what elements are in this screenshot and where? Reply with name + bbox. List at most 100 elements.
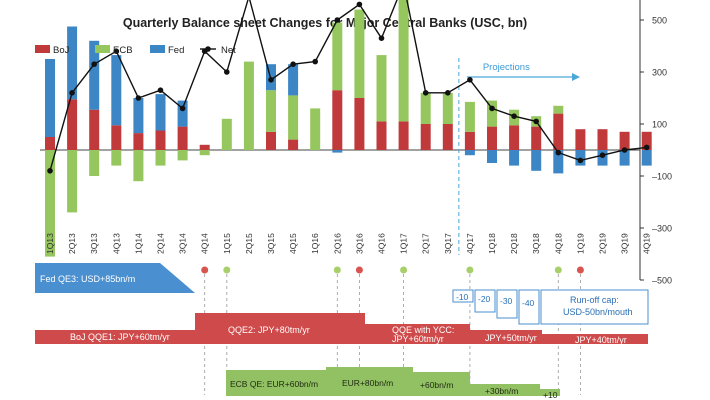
boj-label: JPY+40tm/yr	[575, 335, 627, 345]
net-point	[489, 105, 495, 112]
net-point	[290, 61, 296, 67]
bar-boj	[487, 126, 497, 150]
bar-ecb	[133, 150, 144, 182]
bar-boj	[531, 126, 542, 150]
x-tick-label: 2Q18	[509, 233, 519, 254]
policy-event-dot	[333, 266, 341, 274]
net-line	[49, 0, 647, 171]
net-point	[113, 48, 120, 54]
bar-boj	[332, 90, 343, 150]
ecb-label: ECB QE: EUR+60bn/m	[230, 379, 318, 389]
x-tick-label: 3Q15	[266, 233, 276, 254]
bar-fed	[641, 150, 652, 166]
bar-fed	[177, 100, 188, 127]
net-point	[643, 144, 650, 151]
y-tick-label: –300	[652, 224, 672, 234]
ecb-band	[470, 384, 540, 396]
legend-swatch-fed	[150, 45, 165, 53]
bar-boj	[266, 131, 276, 150]
net-point	[467, 77, 473, 83]
y-tick-label: 100	[652, 120, 667, 130]
bar-boj	[619, 131, 630, 150]
y-tick-label: –100	[652, 172, 672, 182]
legend-label-boj: BoJ	[53, 45, 70, 56]
x-tick-label: 4Q18	[553, 233, 563, 254]
net-point	[179, 105, 186, 112]
bar-fed	[155, 94, 166, 131]
ecb-band	[226, 370, 326, 396]
bar-ecb	[67, 150, 78, 213]
bar-boj	[376, 121, 387, 150]
bar-boj	[133, 133, 144, 150]
projection-label: Projections	[483, 62, 530, 73]
fed-taper-box	[496, 289, 518, 319]
bar-fed	[111, 55, 122, 126]
bar-ecb	[266, 90, 276, 132]
bar-boj	[464, 131, 475, 150]
chart-title: Quarterly Balance sheet Changes for Majo…	[122, 16, 528, 30]
bar-fed	[619, 150, 630, 166]
legend-swatch-ecb	[95, 45, 110, 53]
bar-ecb	[553, 105, 564, 114]
x-tick-label: 4Q17	[465, 233, 475, 254]
bar-ecb	[45, 150, 55, 257]
ecb-label: +10	[543, 390, 558, 400]
x-tick-label: 3Q13	[89, 233, 99, 254]
x-tick-label: 1Q15	[222, 233, 232, 254]
bar-boj	[177, 126, 188, 150]
net-point	[91, 61, 97, 67]
fed-taper-label: -30	[500, 296, 513, 306]
bar-boj	[575, 129, 586, 150]
bar-ecb	[89, 150, 100, 176]
policy-event-dot	[201, 266, 209, 274]
bar-boj	[111, 125, 122, 150]
x-tick-label: 1Q19	[575, 233, 585, 254]
bar-ecb	[487, 100, 497, 127]
bar-ecb	[155, 150, 166, 166]
bar-ecb	[398, 0, 409, 122]
fed-taper-box	[452, 289, 474, 303]
x-tick-label: 1Q17	[399, 233, 409, 254]
net-point	[621, 147, 628, 153]
fed-taper-box	[474, 289, 496, 313]
bar-fed	[509, 150, 520, 166]
boj-band	[35, 330, 195, 344]
ecb-band	[413, 372, 470, 396]
x-tick-label: 1Q16	[310, 233, 320, 254]
bar-ecb	[221, 118, 232, 150]
y-tick-label: –500	[652, 276, 672, 286]
bar-boj	[288, 139, 299, 150]
ecb-label: +30bn/m	[485, 386, 518, 396]
bar-fed	[332, 150, 343, 153]
bar-fed	[45, 59, 55, 137]
fed-runoff-box	[540, 289, 649, 325]
x-tick-label: 4Q19	[642, 233, 652, 254]
fed-qe3-banner	[35, 263, 195, 293]
fed-qe3-label: Fed QE3: USD+85bn/m	[40, 274, 135, 284]
net-point	[224, 69, 230, 75]
x-tick-label: 3Q16	[354, 233, 364, 254]
net-point	[157, 87, 164, 93]
bar-fed	[487, 150, 497, 163]
bar-boj	[354, 98, 365, 150]
ecb-label: EUR+80bn/m	[342, 378, 393, 388]
boj-band	[542, 334, 648, 344]
bar-ecb	[310, 108, 321, 150]
net-point	[312, 58, 319, 65]
x-tick-label: 2Q16	[332, 233, 342, 254]
x-tick-label: 2Q17	[421, 233, 431, 254]
x-tick-label: 3Q19	[620, 233, 630, 254]
legend-swatch-net-dot	[205, 46, 211, 52]
bar-boj	[199, 144, 210, 150]
policy-event-dot	[355, 266, 363, 274]
net-point	[334, 17, 341, 23]
y-tick-label: 300	[652, 68, 667, 78]
policy-event-dot	[554, 266, 562, 274]
projection-arrow-head	[572, 73, 580, 81]
x-tick-label: 4Q13	[111, 233, 121, 254]
boj-band	[195, 313, 365, 344]
ecb-band	[540, 389, 560, 396]
bar-fed	[288, 64, 299, 96]
net-point	[533, 118, 539, 125]
